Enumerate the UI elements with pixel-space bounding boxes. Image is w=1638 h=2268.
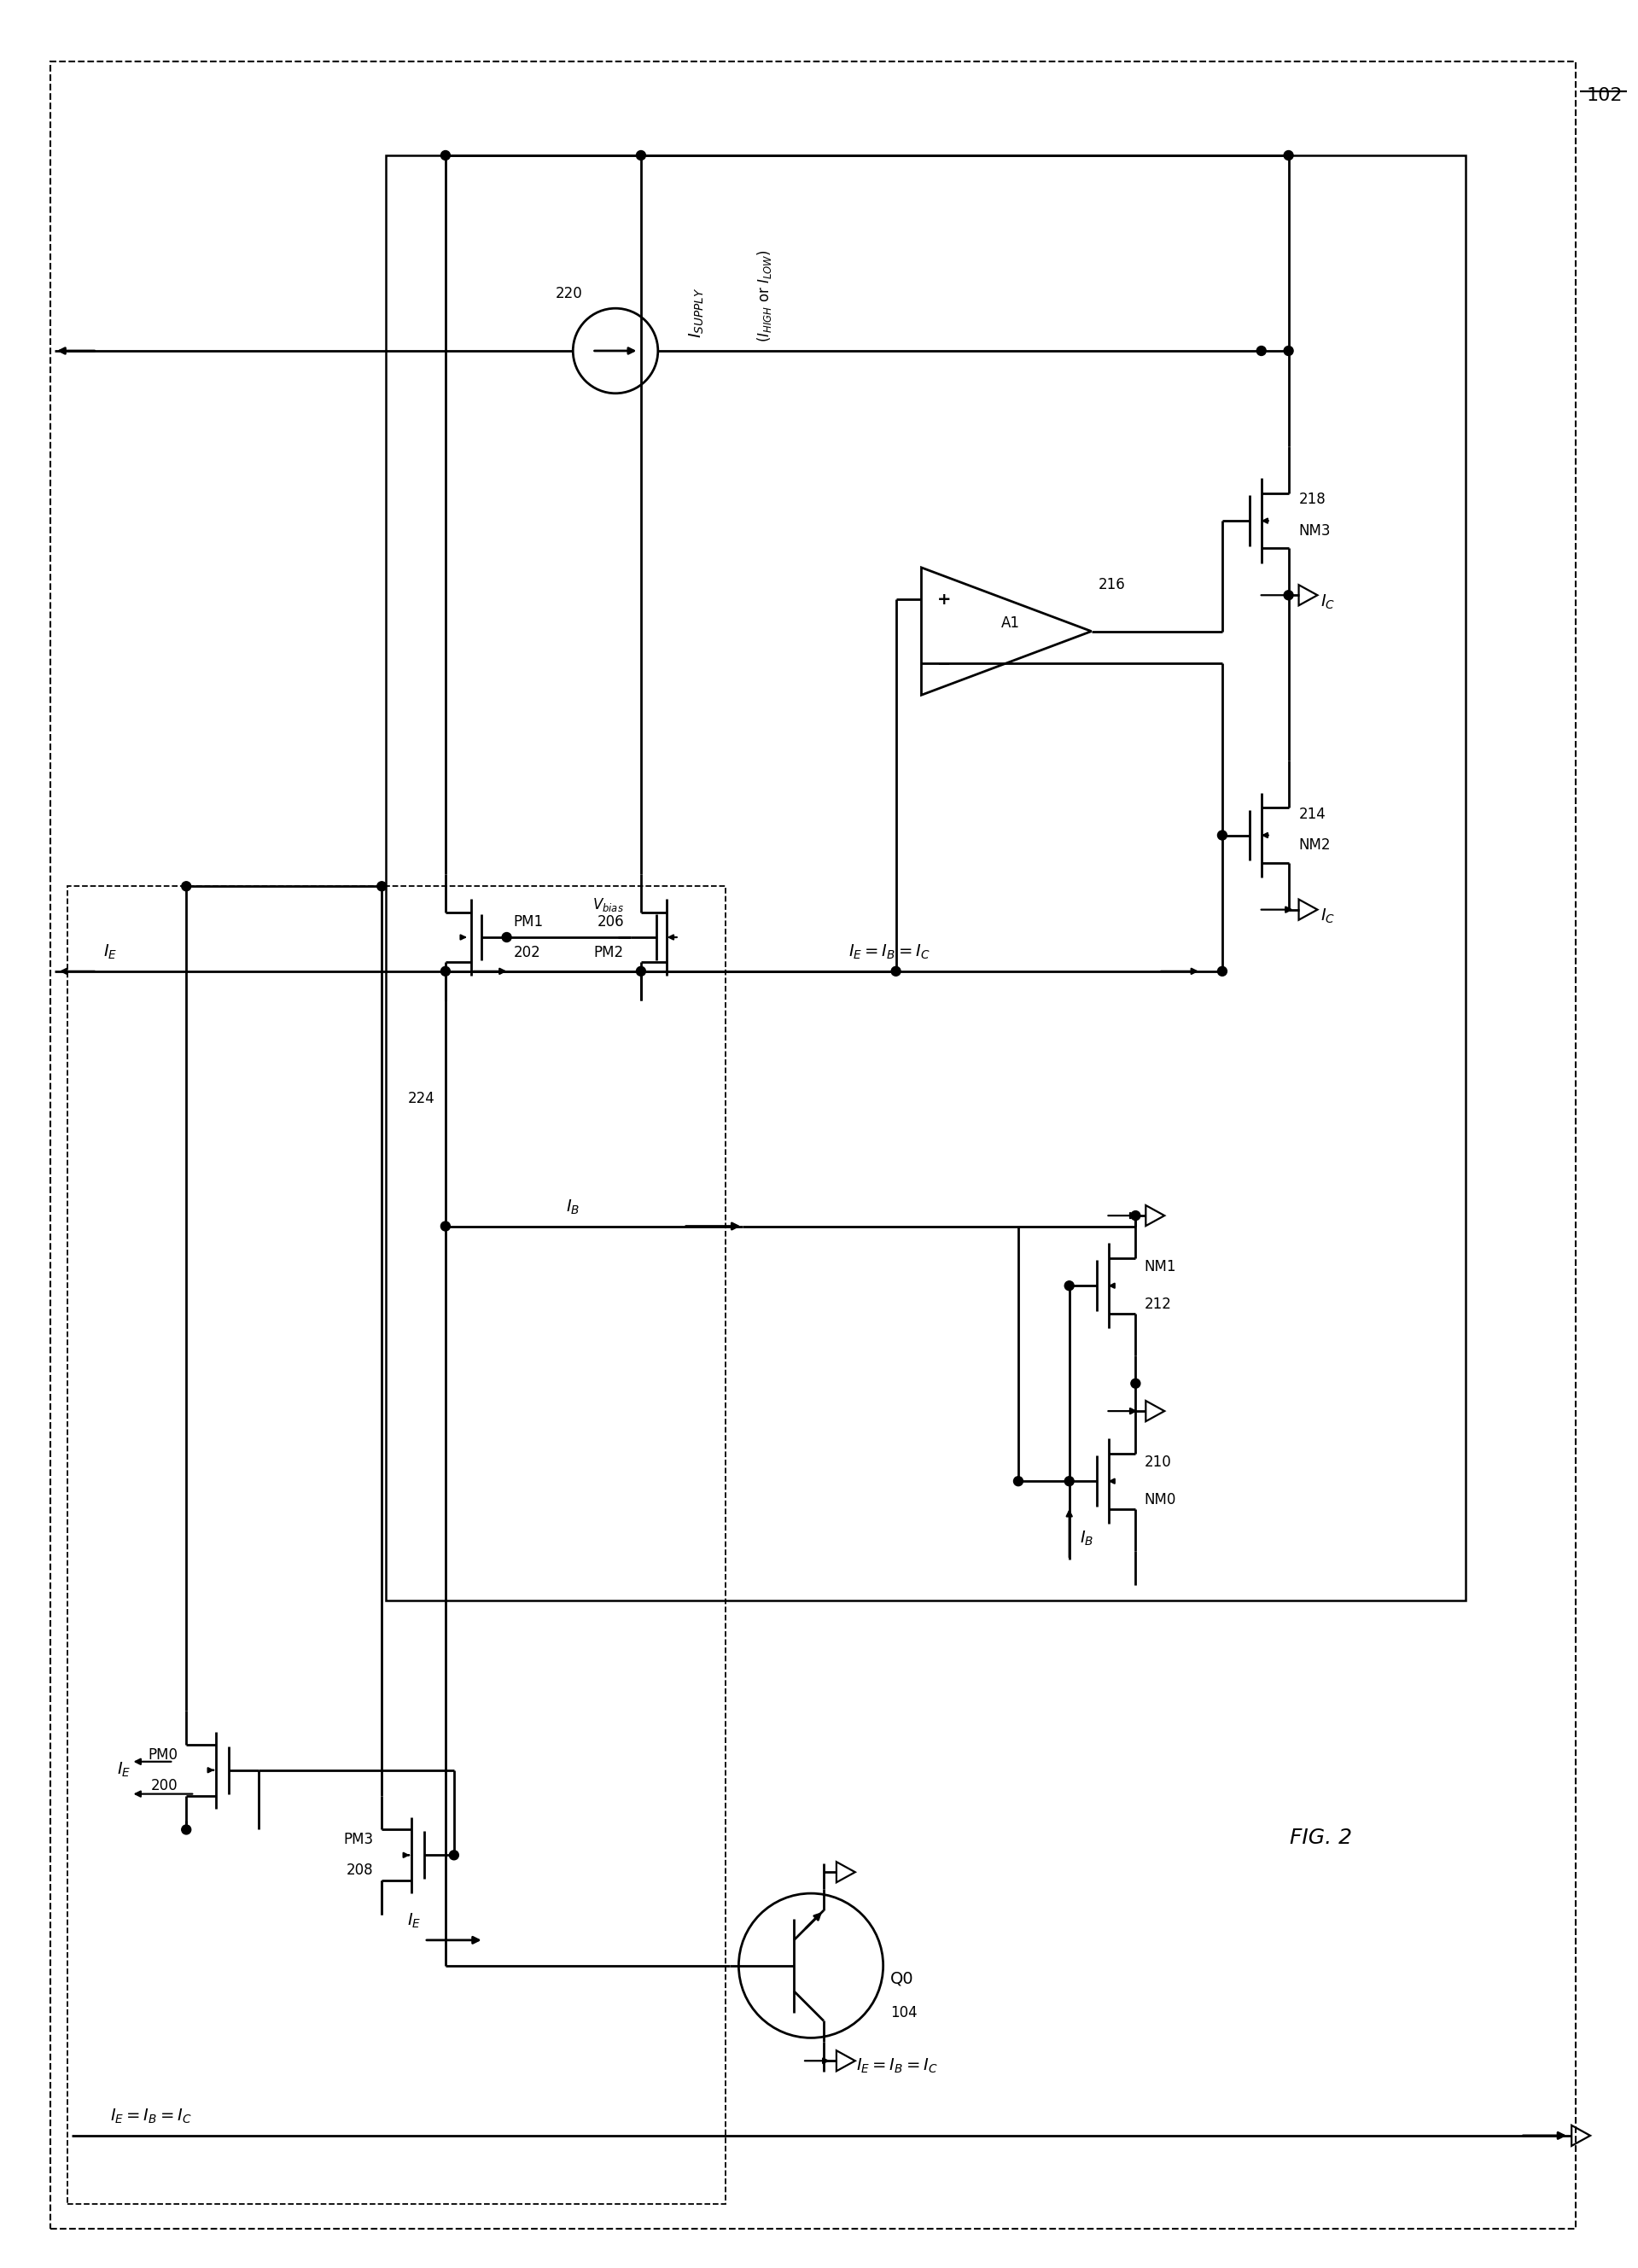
Text: 220: 220	[555, 286, 581, 302]
Circle shape	[1130, 1211, 1140, 1220]
Text: 104: 104	[889, 2005, 917, 2021]
Text: FIG. 2: FIG. 2	[1289, 1828, 1351, 1848]
Text: Q0: Q0	[889, 1971, 914, 1987]
Text: PM2: PM2	[595, 946, 624, 959]
Text: NM3: NM3	[1299, 524, 1330, 540]
Text: $V_{bias}$: $V_{bias}$	[593, 896, 624, 914]
Text: $I_C$: $I_C$	[1320, 907, 1335, 925]
Text: +: +	[937, 592, 950, 608]
Text: 214: 214	[1299, 807, 1325, 821]
Text: $I_C$: $I_C$	[1320, 592, 1335, 610]
Text: PM3: PM3	[344, 1833, 373, 1848]
Circle shape	[501, 932, 511, 941]
Circle shape	[182, 1826, 192, 1835]
Text: $I_E$: $I_E$	[103, 943, 116, 962]
Circle shape	[1217, 830, 1227, 839]
Text: 218: 218	[1299, 492, 1325, 508]
Circle shape	[636, 150, 645, 161]
Circle shape	[1130, 1379, 1140, 1388]
Text: PM1: PM1	[513, 914, 544, 930]
Circle shape	[1014, 1476, 1024, 1486]
Text: NM1: NM1	[1143, 1259, 1176, 1275]
Circle shape	[1284, 590, 1294, 599]
Circle shape	[636, 966, 645, 975]
Text: $(I_{HIGH}$ or $I_{LOW})$: $(I_{HIGH}$ or $I_{LOW})$	[755, 249, 773, 342]
Text: 224: 224	[408, 1091, 436, 1107]
Text: 208: 208	[346, 1862, 373, 1878]
Text: 212: 212	[1143, 1297, 1171, 1313]
Circle shape	[1065, 1476, 1075, 1486]
Circle shape	[441, 150, 450, 161]
Text: NM2: NM2	[1299, 837, 1330, 853]
Circle shape	[449, 1851, 459, 1860]
Text: $I_B$: $I_B$	[1079, 1529, 1094, 1547]
Circle shape	[1284, 347, 1294, 356]
Text: $I_E$: $I_E$	[116, 1760, 131, 1778]
Text: $I_{SUPPLY}$: $I_{SUPPLY}$	[688, 288, 706, 338]
Text: 202: 202	[513, 946, 541, 959]
Text: 216: 216	[1097, 576, 1125, 592]
Circle shape	[441, 966, 450, 975]
Circle shape	[1256, 347, 1266, 356]
Text: 210: 210	[1143, 1454, 1171, 1470]
Text: $I_B$: $I_B$	[567, 1198, 580, 1216]
Circle shape	[182, 882, 192, 891]
Circle shape	[441, 1222, 450, 1232]
Circle shape	[891, 966, 901, 975]
Text: 102: 102	[1586, 88, 1622, 104]
Text: NM0: NM0	[1143, 1492, 1176, 1508]
Text: $I_E=I_B=I_C$: $I_E=I_B=I_C$	[110, 2107, 192, 2125]
Text: $-$: $-$	[937, 655, 950, 671]
Text: A1: A1	[1001, 615, 1020, 631]
Text: 200: 200	[151, 1778, 179, 1794]
Text: PM0: PM0	[147, 1746, 179, 1762]
Text: 206: 206	[596, 914, 624, 930]
Circle shape	[1217, 966, 1227, 975]
Circle shape	[377, 882, 387, 891]
Circle shape	[1284, 150, 1294, 161]
Circle shape	[1065, 1281, 1075, 1290]
Text: $I_E$: $I_E$	[408, 1912, 421, 1930]
Text: $I_E=I_B=I_C$: $I_E=I_B=I_C$	[848, 943, 930, 962]
Text: $I_E=I_B=I_C$: $I_E=I_B=I_C$	[857, 2057, 937, 2075]
